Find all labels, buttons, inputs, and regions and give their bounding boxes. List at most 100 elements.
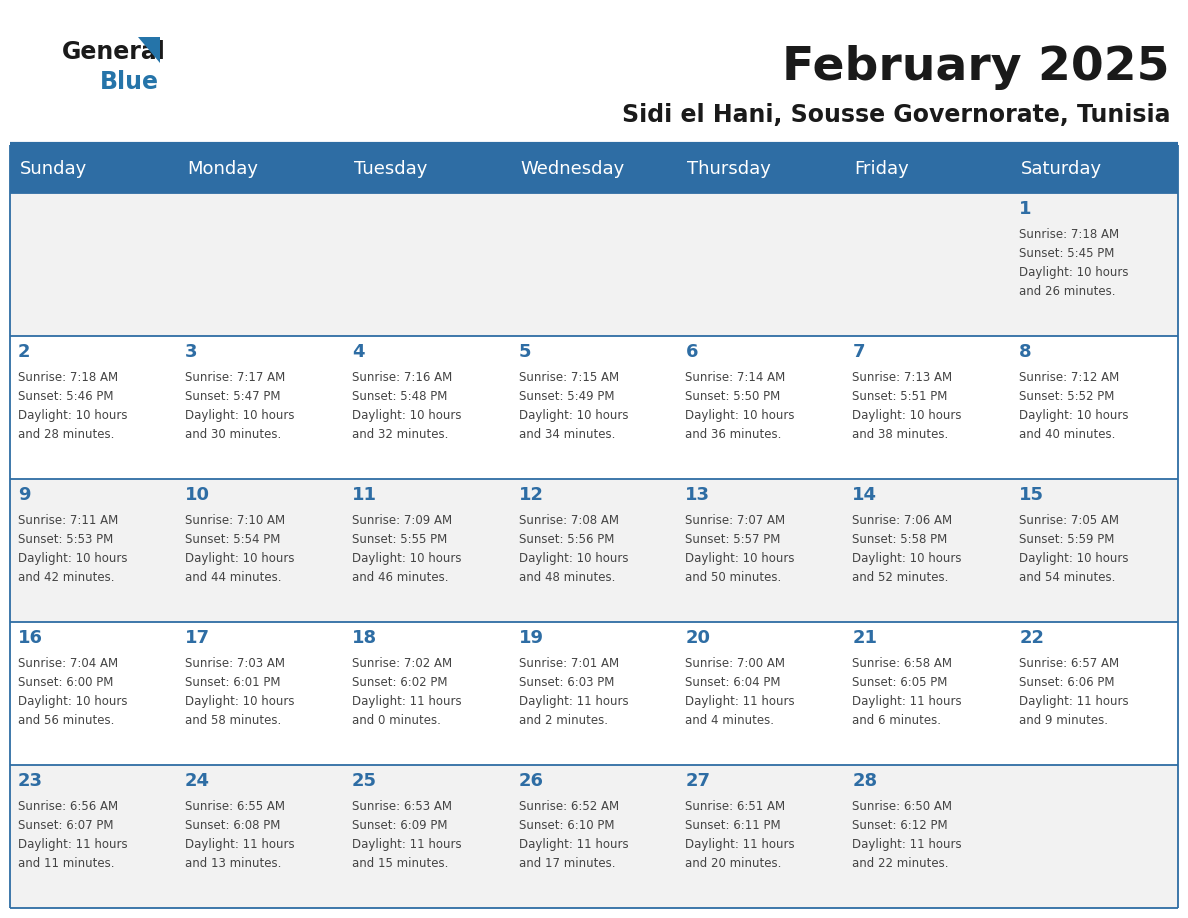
Bar: [511, 193, 677, 336]
Text: Sunrise: 6:51 AM
Sunset: 6:11 PM
Daylight: 11 hours
and 20 minutes.: Sunrise: 6:51 AM Sunset: 6:11 PM Dayligh…: [685, 800, 795, 870]
Bar: [511, 336, 677, 479]
Text: Sunrise: 6:58 AM
Sunset: 6:05 PM
Daylight: 11 hours
and 6 minutes.: Sunrise: 6:58 AM Sunset: 6:05 PM Dayligh…: [852, 657, 962, 727]
Text: 14: 14: [852, 486, 877, 504]
Text: Sunrise: 7:09 AM
Sunset: 5:55 PM
Daylight: 10 hours
and 46 minutes.: Sunrise: 7:09 AM Sunset: 5:55 PM Dayligh…: [352, 514, 461, 584]
Text: Sunrise: 7:17 AM
Sunset: 5:47 PM
Daylight: 10 hours
and 30 minutes.: Sunrise: 7:17 AM Sunset: 5:47 PM Dayligh…: [185, 371, 295, 441]
Text: Sunrise: 7:18 AM
Sunset: 5:46 PM
Daylight: 10 hours
and 28 minutes.: Sunrise: 7:18 AM Sunset: 5:46 PM Dayligh…: [18, 371, 127, 441]
Bar: [1011, 336, 1178, 479]
Text: Sunrise: 7:01 AM
Sunset: 6:03 PM
Daylight: 11 hours
and 2 minutes.: Sunrise: 7:01 AM Sunset: 6:03 PM Dayligh…: [519, 657, 628, 727]
Text: Sunrise: 7:06 AM
Sunset: 5:58 PM
Daylight: 10 hours
and 52 minutes.: Sunrise: 7:06 AM Sunset: 5:58 PM Dayligh…: [852, 514, 962, 584]
Text: 23: 23: [18, 772, 43, 790]
Text: 26: 26: [519, 772, 544, 790]
Text: 5: 5: [519, 343, 531, 361]
Text: 16: 16: [18, 629, 43, 647]
Polygon shape: [138, 37, 160, 63]
Text: 11: 11: [352, 486, 377, 504]
Bar: [343, 765, 511, 908]
Text: 28: 28: [852, 772, 878, 790]
Text: Sunrise: 6:52 AM
Sunset: 6:10 PM
Daylight: 11 hours
and 17 minutes.: Sunrise: 6:52 AM Sunset: 6:10 PM Dayligh…: [519, 800, 628, 870]
Bar: [10, 145, 1178, 193]
Text: 21: 21: [852, 629, 877, 647]
Text: February 2025: February 2025: [783, 46, 1170, 91]
Text: Thursday: Thursday: [688, 160, 771, 178]
Bar: [845, 622, 1011, 765]
Bar: [677, 622, 845, 765]
Bar: [1011, 622, 1178, 765]
Bar: [845, 193, 1011, 336]
Bar: [10, 765, 177, 908]
Text: Friday: Friday: [854, 160, 909, 178]
Text: 10: 10: [185, 486, 210, 504]
Text: 8: 8: [1019, 343, 1031, 361]
Bar: [1011, 193, 1178, 336]
Text: 27: 27: [685, 772, 710, 790]
Text: Sunrise: 7:15 AM
Sunset: 5:49 PM
Daylight: 10 hours
and 34 minutes.: Sunrise: 7:15 AM Sunset: 5:49 PM Dayligh…: [519, 371, 628, 441]
Bar: [343, 336, 511, 479]
Text: 13: 13: [685, 486, 710, 504]
Bar: [1011, 479, 1178, 622]
Text: 4: 4: [352, 343, 365, 361]
Text: 20: 20: [685, 629, 710, 647]
Bar: [343, 479, 511, 622]
Bar: [677, 479, 845, 622]
Bar: [177, 479, 343, 622]
Bar: [511, 765, 677, 908]
Text: Sunrise: 7:10 AM
Sunset: 5:54 PM
Daylight: 10 hours
and 44 minutes.: Sunrise: 7:10 AM Sunset: 5:54 PM Dayligh…: [185, 514, 295, 584]
Text: 7: 7: [852, 343, 865, 361]
Text: Monday: Monday: [187, 160, 258, 178]
Bar: [845, 765, 1011, 908]
Text: Sunrise: 6:55 AM
Sunset: 6:08 PM
Daylight: 11 hours
and 13 minutes.: Sunrise: 6:55 AM Sunset: 6:08 PM Dayligh…: [185, 800, 295, 870]
Text: Tuesday: Tuesday: [354, 160, 428, 178]
Bar: [177, 622, 343, 765]
Text: Sunrise: 7:13 AM
Sunset: 5:51 PM
Daylight: 10 hours
and 38 minutes.: Sunrise: 7:13 AM Sunset: 5:51 PM Dayligh…: [852, 371, 962, 441]
Text: 9: 9: [18, 486, 31, 504]
Text: General: General: [62, 40, 166, 64]
Bar: [177, 765, 343, 908]
Text: 12: 12: [519, 486, 544, 504]
Text: Sunrise: 7:12 AM
Sunset: 5:52 PM
Daylight: 10 hours
and 40 minutes.: Sunrise: 7:12 AM Sunset: 5:52 PM Dayligh…: [1019, 371, 1129, 441]
Text: Sidi el Hani, Sousse Governorate, Tunisia: Sidi el Hani, Sousse Governorate, Tunisi…: [621, 103, 1170, 127]
Text: 3: 3: [185, 343, 197, 361]
Bar: [10, 479, 177, 622]
Bar: [1011, 765, 1178, 908]
Text: 17: 17: [185, 629, 210, 647]
Bar: [343, 193, 511, 336]
Text: Sunrise: 7:08 AM
Sunset: 5:56 PM
Daylight: 10 hours
and 48 minutes.: Sunrise: 7:08 AM Sunset: 5:56 PM Dayligh…: [519, 514, 628, 584]
Bar: [10, 622, 177, 765]
Bar: [677, 765, 845, 908]
Text: 19: 19: [519, 629, 544, 647]
Text: Sunrise: 6:53 AM
Sunset: 6:09 PM
Daylight: 11 hours
and 15 minutes.: Sunrise: 6:53 AM Sunset: 6:09 PM Dayligh…: [352, 800, 461, 870]
Text: Sunrise: 7:00 AM
Sunset: 6:04 PM
Daylight: 11 hours
and 4 minutes.: Sunrise: 7:00 AM Sunset: 6:04 PM Dayligh…: [685, 657, 795, 727]
Text: Saturday: Saturday: [1022, 160, 1102, 178]
Bar: [343, 622, 511, 765]
Text: Sunrise: 7:02 AM
Sunset: 6:02 PM
Daylight: 11 hours
and 0 minutes.: Sunrise: 7:02 AM Sunset: 6:02 PM Dayligh…: [352, 657, 461, 727]
Text: 15: 15: [1019, 486, 1044, 504]
Text: Blue: Blue: [100, 70, 159, 94]
Text: Sunrise: 6:50 AM
Sunset: 6:12 PM
Daylight: 11 hours
and 22 minutes.: Sunrise: 6:50 AM Sunset: 6:12 PM Dayligh…: [852, 800, 962, 870]
Text: Sunrise: 7:05 AM
Sunset: 5:59 PM
Daylight: 10 hours
and 54 minutes.: Sunrise: 7:05 AM Sunset: 5:59 PM Dayligh…: [1019, 514, 1129, 584]
Bar: [10, 336, 177, 479]
Bar: [511, 622, 677, 765]
Text: 25: 25: [352, 772, 377, 790]
Text: Sunrise: 7:18 AM
Sunset: 5:45 PM
Daylight: 10 hours
and 26 minutes.: Sunrise: 7:18 AM Sunset: 5:45 PM Dayligh…: [1019, 228, 1129, 298]
Bar: [677, 336, 845, 479]
Text: 1: 1: [1019, 200, 1031, 218]
Text: 24: 24: [185, 772, 210, 790]
Text: Sunrise: 6:56 AM
Sunset: 6:07 PM
Daylight: 11 hours
and 11 minutes.: Sunrise: 6:56 AM Sunset: 6:07 PM Dayligh…: [18, 800, 127, 870]
Text: Sunrise: 7:11 AM
Sunset: 5:53 PM
Daylight: 10 hours
and 42 minutes.: Sunrise: 7:11 AM Sunset: 5:53 PM Dayligh…: [18, 514, 127, 584]
Text: Sunrise: 7:16 AM
Sunset: 5:48 PM
Daylight: 10 hours
and 32 minutes.: Sunrise: 7:16 AM Sunset: 5:48 PM Dayligh…: [352, 371, 461, 441]
Text: 6: 6: [685, 343, 697, 361]
Text: Sunday: Sunday: [20, 160, 87, 178]
Text: Sunrise: 6:57 AM
Sunset: 6:06 PM
Daylight: 11 hours
and 9 minutes.: Sunrise: 6:57 AM Sunset: 6:06 PM Dayligh…: [1019, 657, 1129, 727]
Text: Sunrise: 7:14 AM
Sunset: 5:50 PM
Daylight: 10 hours
and 36 minutes.: Sunrise: 7:14 AM Sunset: 5:50 PM Dayligh…: [685, 371, 795, 441]
Bar: [511, 479, 677, 622]
Bar: [177, 193, 343, 336]
Bar: [177, 336, 343, 479]
Text: Sunrise: 7:07 AM
Sunset: 5:57 PM
Daylight: 10 hours
and 50 minutes.: Sunrise: 7:07 AM Sunset: 5:57 PM Dayligh…: [685, 514, 795, 584]
Text: 2: 2: [18, 343, 31, 361]
Text: Wednesday: Wednesday: [520, 160, 625, 178]
Text: 18: 18: [352, 629, 377, 647]
Bar: [677, 193, 845, 336]
Bar: [845, 336, 1011, 479]
Text: Sunrise: 7:04 AM
Sunset: 6:00 PM
Daylight: 10 hours
and 56 minutes.: Sunrise: 7:04 AM Sunset: 6:00 PM Dayligh…: [18, 657, 127, 727]
